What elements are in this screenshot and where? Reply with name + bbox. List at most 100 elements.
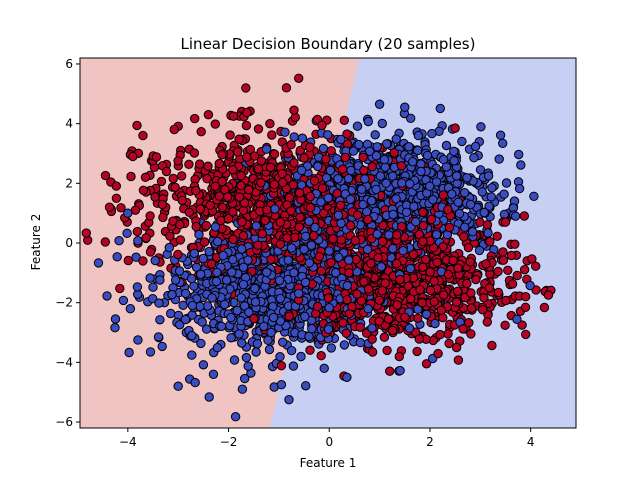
data-point <box>300 277 311 288</box>
data-point <box>100 170 111 181</box>
data-point <box>449 156 459 166</box>
y-tick-label: −2 <box>55 296 73 310</box>
data-point <box>478 305 488 315</box>
data-point <box>100 237 111 247</box>
data-point <box>93 258 104 268</box>
data-point <box>124 347 134 358</box>
data-point <box>363 116 373 127</box>
data-point <box>297 133 308 143</box>
data-point <box>527 254 537 264</box>
data-point <box>429 296 439 307</box>
data-point <box>261 144 272 154</box>
data-point <box>335 200 346 211</box>
data-point <box>318 143 329 154</box>
data-point <box>150 192 160 202</box>
data-point <box>462 278 472 289</box>
data-point <box>334 252 344 262</box>
data-point <box>112 252 122 262</box>
data-point <box>314 251 325 262</box>
data-point <box>316 197 326 207</box>
data-point <box>198 360 209 370</box>
data-point <box>305 202 316 213</box>
data-point <box>168 173 179 184</box>
data-point <box>250 283 260 294</box>
y-tick-label: 4 <box>65 117 73 131</box>
data-point <box>391 194 401 204</box>
data-point <box>237 244 247 254</box>
data-point <box>212 267 222 278</box>
y-tick-label: 6 <box>65 57 73 71</box>
data-point <box>348 146 359 156</box>
y-tick-label: 2 <box>65 176 73 190</box>
data-point <box>138 185 149 196</box>
data-point <box>510 211 521 221</box>
data-point <box>379 154 390 165</box>
data-point <box>251 221 261 231</box>
data-point <box>204 246 214 257</box>
data-points <box>81 73 556 422</box>
data-point <box>339 115 349 126</box>
data-point <box>425 181 435 191</box>
data-point <box>425 285 436 296</box>
data-point <box>382 345 392 356</box>
data-point <box>196 338 206 349</box>
data-point <box>438 190 448 200</box>
data-point <box>371 151 382 161</box>
data-point <box>493 266 503 277</box>
data-point <box>262 267 272 277</box>
data-point <box>465 257 475 267</box>
data-point <box>514 149 524 160</box>
data-point <box>388 243 398 254</box>
data-point <box>501 178 512 188</box>
data-point <box>373 253 383 263</box>
data-point <box>459 232 469 242</box>
data-point <box>153 332 164 342</box>
data-point <box>145 347 156 357</box>
data-point <box>187 330 197 341</box>
data-point <box>501 295 511 306</box>
data-point <box>421 359 432 369</box>
data-point <box>417 298 427 308</box>
data-point <box>312 301 323 312</box>
data-point <box>296 165 307 176</box>
data-point <box>342 281 352 291</box>
data-point <box>319 208 329 219</box>
x-axis-label: Feature 1 <box>300 456 357 470</box>
data-point <box>296 351 306 362</box>
data-point <box>269 149 280 159</box>
data-point <box>222 192 233 202</box>
data-point <box>228 207 238 217</box>
data-point <box>323 130 333 140</box>
data-point <box>326 343 336 353</box>
data-point <box>443 329 453 339</box>
data-point <box>392 258 402 269</box>
data-point <box>418 207 428 218</box>
data-point <box>278 177 288 188</box>
data-point <box>464 318 474 328</box>
data-point <box>539 302 550 313</box>
data-point <box>249 314 259 324</box>
data-point <box>194 229 204 240</box>
data-point <box>104 202 115 212</box>
data-point <box>484 283 495 293</box>
data-point <box>441 162 452 172</box>
data-point <box>196 127 206 137</box>
data-point <box>145 247 156 257</box>
data-point <box>324 303 334 313</box>
data-point <box>275 293 285 304</box>
data-point <box>165 231 175 241</box>
data-point <box>342 295 352 305</box>
data-point <box>323 324 334 334</box>
data-point <box>169 124 180 135</box>
data-point <box>138 130 148 141</box>
x-axis-ticks: −4 −2 0 2 4 <box>119 428 535 449</box>
data-point <box>275 239 286 250</box>
data-point <box>148 294 158 304</box>
data-point <box>228 234 238 245</box>
data-point <box>212 236 223 247</box>
data-point <box>266 254 276 264</box>
data-point <box>435 329 445 340</box>
data-point <box>133 236 143 246</box>
data-point <box>345 220 356 231</box>
